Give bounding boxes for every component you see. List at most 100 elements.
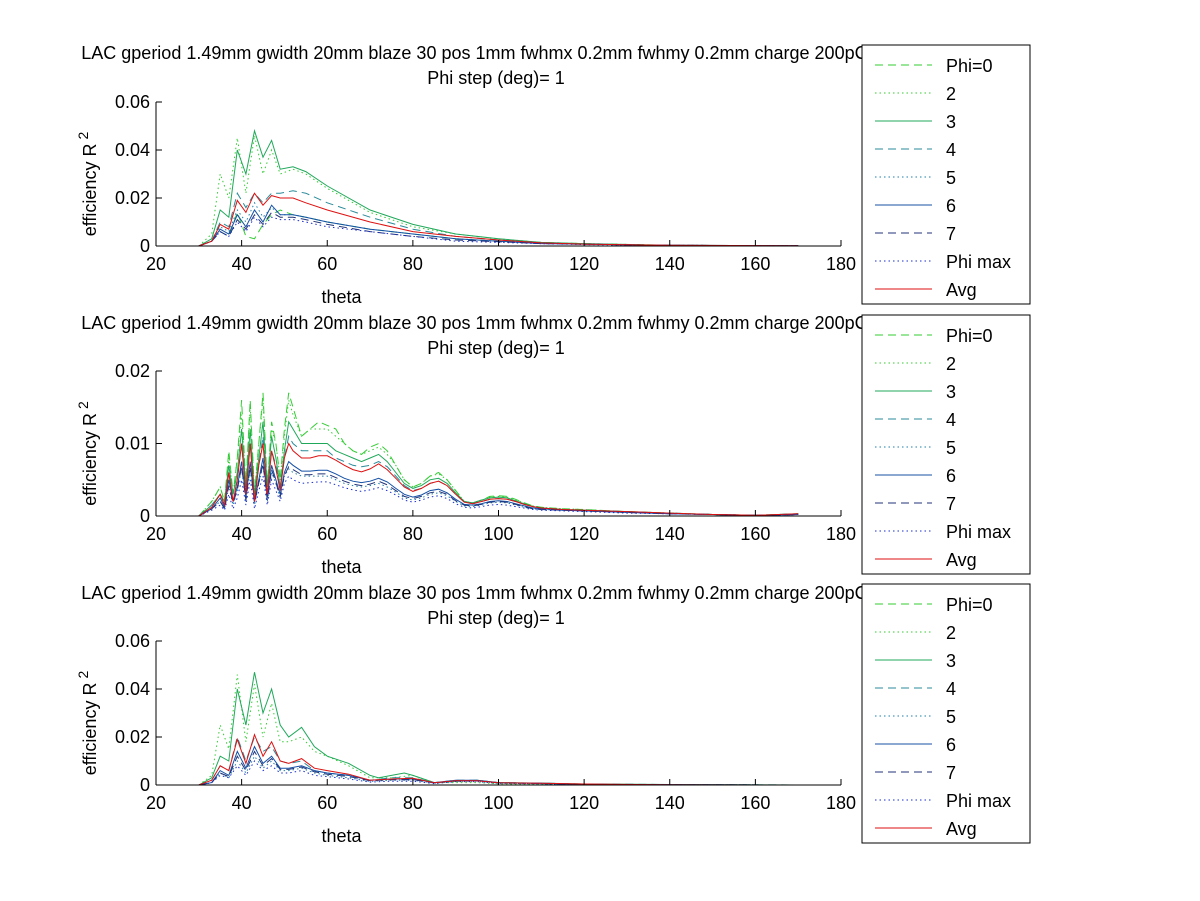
subplot-title-line2: Phi step (deg)= 1: [427, 338, 565, 358]
x-tick-label: 120: [569, 793, 599, 813]
x-tick-label: 140: [655, 524, 685, 544]
y-axis-label-superscript: 2: [75, 671, 91, 679]
legend-entry-label: 7: [946, 224, 956, 244]
x-tick-label: 140: [655, 254, 685, 274]
plot-area: [156, 641, 841, 785]
legend-entry-label: 5: [946, 438, 956, 458]
y-tick-label: 0.06: [115, 631, 150, 651]
legend-entry-label: 6: [946, 735, 956, 755]
series-line-avg: [198, 442, 799, 516]
y-axis-label-superscript: 2: [75, 401, 91, 409]
legend-entry-label: 2: [946, 623, 956, 643]
x-tick-label: 100: [483, 524, 513, 544]
y-axis-label: efficiency R2: [75, 132, 100, 237]
series-group: [198, 672, 799, 785]
legend-entry-label: Phi max: [946, 791, 1011, 811]
legend-entry-label: Phi=0: [946, 56, 993, 76]
legend-entry-label: 6: [946, 196, 956, 216]
legend-entry-label: 2: [946, 354, 956, 374]
x-tick-label: 180: [826, 254, 856, 274]
legend-entry-label: Avg: [946, 550, 977, 570]
x-axis-label: theta: [321, 826, 362, 846]
subplot-title-line1: LAC gperiod 1.49mm gwidth 20mm blaze 30 …: [81, 43, 1024, 63]
x-tick-label: 120: [569, 524, 599, 544]
legend-entry-label: 7: [946, 763, 956, 783]
series-line-avg: [198, 733, 799, 785]
legend-entry-label: 2: [946, 84, 956, 104]
series-line-phi-max: [198, 760, 799, 785]
series-group: [198, 392, 799, 516]
x-tick-label: 60: [317, 524, 337, 544]
legend: Phi=0 2 3 4 5 6 7 Phi max Avg: [861, 44, 1031, 305]
y-tick-label: 0.06: [115, 92, 150, 112]
x-tick-label: 40: [232, 524, 252, 544]
legend-entry-label: 4: [946, 679, 956, 699]
legend-entry-label: Phi max: [946, 522, 1011, 542]
series-group: [198, 128, 799, 246]
x-tick-label: 160: [740, 793, 770, 813]
legend-entry-label: Phi=0: [946, 326, 993, 346]
x-tick-label: 40: [232, 793, 252, 813]
x-tick-label: 180: [826, 793, 856, 813]
subplot-title-line1: LAC gperiod 1.49mm gwidth 20mm blaze 30 …: [81, 313, 1024, 333]
y-axis-label: efficiency R2: [75, 401, 100, 506]
x-tick-label: 60: [317, 254, 337, 274]
x-tick-label: 80: [403, 793, 423, 813]
subplot-2: 20 40 60 80 100 120 140 160 180 0 0.01 0.02 theta eff…: [75, 313, 1031, 577]
series-line-phi-max: [198, 475, 799, 516]
legend-entry-label: 5: [946, 168, 956, 188]
x-axis-label: theta: [321, 287, 362, 307]
legend-entry-label: 7: [946, 494, 956, 514]
y-axis-label-superscript: 2: [75, 132, 91, 140]
y-tick-label: 0.02: [115, 361, 150, 381]
legend-entry-label: 3: [946, 651, 956, 671]
x-tick-label: 160: [740, 524, 770, 544]
y-tick-label: 0: [140, 236, 150, 256]
legend-entry-label: Phi max: [946, 252, 1011, 272]
x-tick-label: 160: [740, 254, 770, 274]
legend: Phi=0 2 3 4 5 6 7 Phi max Avg: [861, 314, 1031, 575]
subplot-3: 20 40 60 80 100 120 140 160 180 0 0.02 0.04 0.06 thet…: [75, 583, 1031, 846]
y-tick-label: 0.04: [115, 679, 150, 699]
x-tick-label: 20: [146, 254, 166, 274]
series-line-avg: [198, 192, 799, 246]
x-tick-label: 120: [569, 254, 599, 274]
x-tick-label: 100: [483, 254, 513, 274]
subplot-title-line2: Phi step (deg)= 1: [427, 68, 565, 88]
x-tick-label: 140: [655, 793, 685, 813]
x-tick-label: 40: [232, 254, 252, 274]
plot-area: [156, 102, 841, 246]
series-line-3: [198, 420, 799, 516]
x-axis-label: theta: [321, 557, 362, 577]
series-line-2: [198, 399, 799, 516]
legend-entry-label: 3: [946, 382, 956, 402]
series-line-phi-max: [198, 216, 799, 246]
subplot-1: 20 40 60 80 100 120 140 160 180 0 0.02 0.04 0.06 thet…: [75, 43, 1031, 307]
series-line-5: [198, 465, 799, 516]
x-tick-label: 80: [403, 524, 423, 544]
y-tick-label: 0: [140, 775, 150, 795]
series-line-7: [198, 463, 799, 516]
subplot-title-line2: Phi step (deg)= 1: [427, 608, 565, 628]
x-tick-label: 20: [146, 793, 166, 813]
x-tick-label: 180: [826, 524, 856, 544]
legend-entry-label: 4: [946, 140, 956, 160]
series-line-6: [198, 457, 799, 516]
legend-entry-label: 4: [946, 410, 956, 430]
y-axis-label: efficiency R2: [75, 671, 100, 776]
series-line-3: [198, 128, 799, 246]
series-line-phi-0: [198, 392, 799, 516]
legend: Phi=0 2 3 4 5 6 7 Phi max Avg: [861, 583, 1031, 844]
x-tick-label: 80: [403, 254, 423, 274]
legend-entry-label: 6: [946, 466, 956, 486]
series-line-4: [198, 190, 799, 246]
y-tick-label: 0.01: [115, 434, 150, 454]
x-tick-label: 100: [483, 793, 513, 813]
x-tick-label: 60: [317, 793, 337, 813]
subplot-title-line1: LAC gperiod 1.49mm gwidth 20mm blaze 30 …: [81, 583, 1024, 603]
y-tick-label: 0.02: [115, 188, 150, 208]
legend-entry-label: 3: [946, 112, 956, 132]
x-tick-label: 20: [146, 524, 166, 544]
y-tick-label: 0.04: [115, 140, 150, 160]
